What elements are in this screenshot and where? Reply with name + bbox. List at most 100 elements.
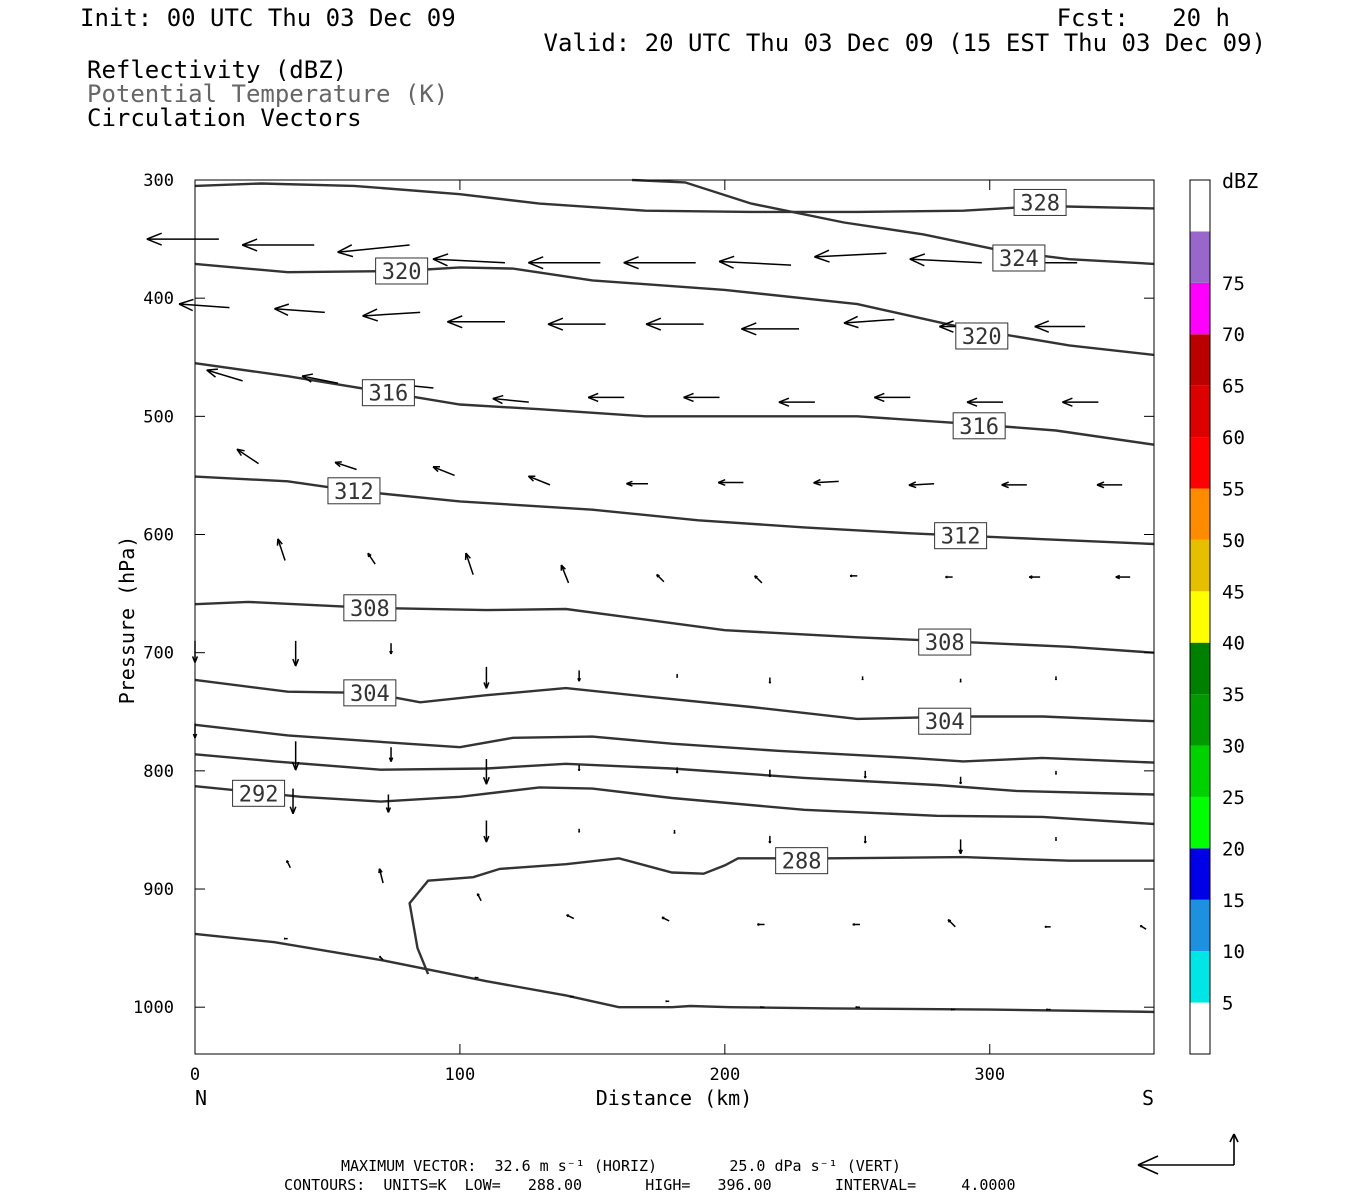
- circulation-vector: [843, 315, 895, 329]
- contour-label-box: [934, 522, 988, 550]
- circulation-vector: [1054, 837, 1058, 841]
- colorbar-level-label: 40: [1222, 633, 1245, 655]
- circulation-vector: [241, 238, 315, 252]
- x-tick-label: 200: [709, 1065, 740, 1085]
- colorbar-level-label: 45: [1222, 581, 1245, 603]
- contour-label-box: [918, 707, 972, 735]
- circulation-vector: [528, 256, 601, 270]
- contour-label-box: [327, 477, 381, 505]
- colorbar-swatch: [1190, 848, 1210, 900]
- circulation-vector: [291, 741, 300, 771]
- circulation-vector: [717, 479, 744, 487]
- forecast-hour: Fcst: 20 h: [1056, 4, 1230, 32]
- contour-label: 288: [782, 850, 822, 875]
- colorbar-swatch: [1190, 334, 1210, 386]
- contour-label-box: [918, 628, 972, 656]
- circulation-vector: [814, 249, 887, 263]
- circulation-vector: [855, 1006, 860, 1009]
- circulation-vector: [861, 676, 864, 681]
- circulation-vector: [1001, 481, 1027, 489]
- circulation-vector: [483, 666, 490, 689]
- x-axis-label: Distance (km): [596, 1086, 753, 1110]
- circulation-vector: [656, 573, 665, 583]
- circulation-vector: [718, 255, 792, 269]
- contour-label-box: [232, 779, 286, 807]
- field-label-potential-temperature: Potential Temperature (K): [87, 80, 449, 108]
- circulation-vector: [367, 552, 376, 565]
- contour-label: 320: [382, 260, 422, 285]
- theta-contour-288-10: [408, 855, 1154, 975]
- circulation-vector: [1096, 481, 1123, 489]
- contour-label: 328: [1020, 191, 1060, 216]
- contour-label: 304: [350, 682, 390, 707]
- circulation-vector: [301, 373, 339, 384]
- x-axis-left-end-label: N: [195, 1086, 207, 1110]
- colorbar-level-label: 20: [1222, 838, 1245, 860]
- circulation-vector: [676, 673, 679, 678]
- circulation-vector: [863, 835, 867, 844]
- circulation-vector: [683, 392, 720, 403]
- circulation-vector: [334, 461, 357, 471]
- colorbar-level-label: 35: [1222, 684, 1245, 706]
- contour-label: 308: [350, 597, 390, 622]
- colorbar-title: dBZ: [1222, 169, 1258, 193]
- contour-label: 316: [959, 415, 999, 440]
- circulation-vector: [236, 448, 259, 465]
- colorbar-level-label: 70: [1222, 324, 1245, 346]
- circulation-vector: [482, 759, 490, 785]
- y-tick-label: 600: [143, 526, 174, 546]
- colorbar-level-label: 10: [1222, 941, 1245, 963]
- theta-contour-328-0: [194, 182, 1155, 214]
- colorbar-level-label: 5: [1222, 993, 1233, 1015]
- circulation-vector: [178, 298, 230, 312]
- x-tick-label: 100: [445, 1065, 476, 1085]
- circulation-vector: [464, 552, 474, 575]
- circulation-vector: [1054, 770, 1058, 775]
- contour-label-box: [775, 847, 829, 875]
- circulation-vector: [206, 368, 243, 382]
- circulation-vector: [645, 317, 704, 331]
- colorbar-swatch: [1190, 694, 1210, 746]
- circulation-vector: [849, 574, 858, 578]
- colorbar-swatch: [1190, 591, 1210, 643]
- circulation-vector: [1046, 1008, 1051, 1011]
- colorbar-swatch: [1190, 899, 1210, 952]
- circulation-vector: [527, 475, 551, 486]
- contour-label: 292: [239, 782, 279, 807]
- theta-contour-304-6: [194, 678, 1155, 723]
- circulation-vector: [578, 828, 581, 833]
- circulation-vector: [675, 767, 679, 774]
- circulation-vector: [432, 253, 505, 267]
- colorbar-level-label: 30: [1222, 736, 1245, 758]
- circulation-vector: [661, 916, 670, 922]
- colorbar-level-label: 50: [1222, 530, 1245, 552]
- circulation-vector: [385, 794, 392, 813]
- circulation-vector: [768, 769, 772, 778]
- field-label-reflectivity: Reflectivity (dBZ): [87, 56, 348, 84]
- circulation-vector: [958, 839, 963, 855]
- theta-contour-324-1: [632, 178, 1155, 266]
- circulation-vector: [778, 397, 815, 407]
- theta-contour-292-9: [194, 785, 1155, 826]
- colorbar-level-label: 75: [1222, 273, 1245, 295]
- circulation-vector: [388, 747, 394, 762]
- colorbar-level-label: 25: [1222, 787, 1245, 809]
- circulation-vector: [146, 232, 219, 246]
- circulation-vector: [1062, 397, 1099, 407]
- theta-contour-296-8: [194, 753, 1155, 796]
- colorbar-swatch: [1190, 282, 1210, 335]
- circulation-vector: [626, 480, 649, 487]
- circulation-vector: [1139, 924, 1147, 930]
- circulation-vector: [1115, 574, 1131, 580]
- colorbar-level-label: 60: [1222, 427, 1245, 449]
- theta-contour-308-5: [194, 600, 1155, 654]
- circulation-vector: [286, 859, 292, 869]
- init-time: Init: 00 UTC Thu 03 Dec 09: [80, 4, 456, 32]
- contour-label-box: [992, 244, 1046, 272]
- y-tick-label: 700: [143, 644, 174, 664]
- colorbar-level-label: 15: [1222, 890, 1245, 912]
- circulation-vector: [577, 764, 581, 771]
- circulation-vector: [863, 770, 867, 779]
- circulation-vector: [959, 678, 962, 683]
